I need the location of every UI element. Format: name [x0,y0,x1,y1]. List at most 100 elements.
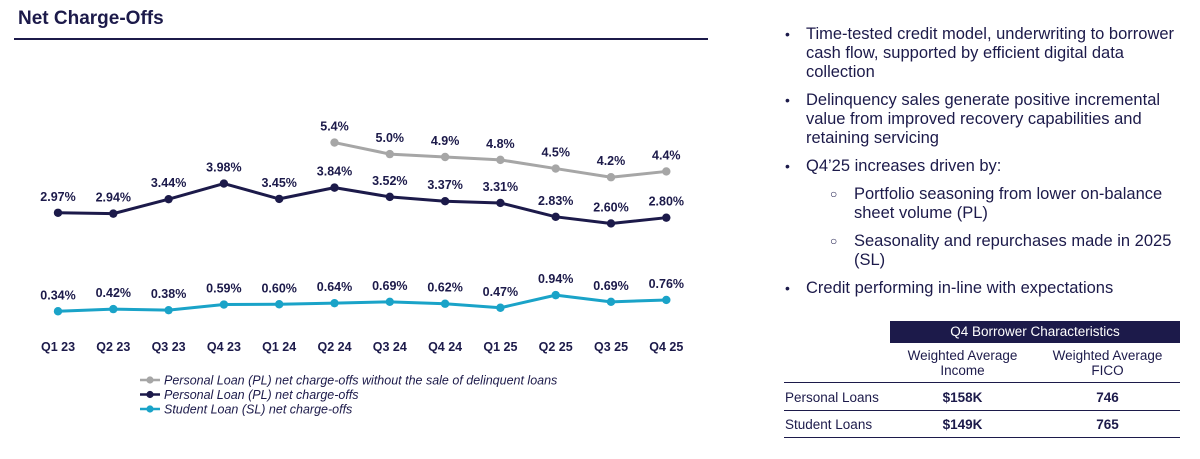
bullet-text: Q4’25 increases driven by: [806,157,1002,175]
teal-series-data-label: 0.62% [427,281,462,295]
bullet-text: Delinquency sales generate positive incr… [806,91,1161,147]
table-divider [784,382,1180,383]
teal-series-data-label: 0.69% [593,279,628,293]
x-tick-label: Q3 25 [594,340,628,354]
bullet-dot-icon: • [785,26,790,42]
legend-entry: Personal Loan (PL) net charge-offs [164,388,359,402]
teal-series-data-label: 0.34% [40,288,75,302]
x-tick-label: Q2 25 [539,340,573,354]
bullet-item: • Credit performing in-line with expecta… [784,279,1194,298]
navy-series-point [440,197,450,206]
bullet-dot-icon: • [785,280,790,296]
title-divider [14,38,708,40]
personal-income: $158K [942,390,983,405]
teal-series-data-label: 0.38% [151,287,186,301]
gray-series-data-label: 4.5% [541,146,570,160]
navy-series-data-label: 2.97% [40,190,75,204]
gray-series-point [662,167,671,176]
teal-series-point [275,300,284,309]
x-tick-label: Q1 24 [262,340,296,354]
sub-bullet-circle-icon: ○ [830,187,838,201]
teal-series-point [662,295,671,305]
bullet-list: • Time-tested credit model, underwriting… [784,25,1194,307]
gray-series-data-label: 4.2% [597,154,626,168]
x-tick-label: Q2 24 [317,340,351,354]
navy-series-data-label: 3.31% [483,180,518,194]
navy-series-point [330,183,339,192]
navy-series-point [662,213,671,222]
table-divider [784,437,1180,438]
x-tick-label: Q1 25 [483,340,517,354]
teal-series-data-label: 0.59% [206,282,241,296]
table-divider [784,410,1180,411]
x-tick-label: Q3 24 [373,340,407,354]
navy-series-data-label: 2.83% [538,194,573,208]
table-header: Q4 Borrower Characteristics [890,321,1180,343]
navy-series-data-label: 3.44% [151,176,186,190]
navy-series-point [219,179,229,188]
gray-series-data-label: 4.9% [431,134,460,148]
bullet-dot-icon: • [785,158,790,174]
sub-bullet-circle-icon: ○ [830,234,838,248]
student-fico: 765 [1096,417,1119,432]
teal-series-point [219,300,229,309]
gray-series-point [496,155,505,165]
teal-series-data-label: 0.42% [96,286,131,300]
gray-series-data-label: 5.4% [320,120,349,134]
legend-swatch-marker [146,376,154,384]
teal-series-data-label: 0.60% [261,281,296,295]
navy-series-data-label: 3.98% [206,161,241,175]
teal-series-point [440,299,450,308]
x-tick-label: Q3 23 [152,340,186,354]
x-tick-label: Q2 23 [96,340,130,354]
teal-series-point [330,298,339,308]
bullet-item: • Time-tested credit model, underwriting… [784,25,1194,82]
bullet-item: • Delinquency sales generate positive in… [784,91,1194,148]
gray-series-point [606,173,616,182]
legend-swatch-marker [146,405,154,413]
navy-series-point [606,219,616,228]
navy-series-point [275,194,284,204]
navy-series-point [53,208,63,217]
navy-series-point [385,192,394,202]
navy-series-data-label: 3.84% [317,165,352,179]
teal-series-point [606,297,616,307]
gray-series-data-label: 4.4% [652,148,681,162]
bullet-text: Credit performing in-line with expectati… [806,279,1114,297]
gray-series-data-label: 4.8% [486,137,515,151]
x-tick-label: Q4 25 [649,340,683,354]
teal-series-point [53,307,63,316]
navy-series-line [56,182,668,225]
net-charge-offs-chart: 5.4% 5.0% 4.9% 4.8% 4.5% 4.2% 4.4% 2.97% 2.94% 3.… [40,120,684,417]
legend-entry: Personal Loan (PL) net charge-offs witho… [164,374,557,388]
legend-entry: Student Loan (SL) net charge-offs [164,403,352,417]
teal-series-data-label: 0.69% [372,279,407,293]
navy-series-point [496,198,505,208]
legend-swatch-marker [146,390,154,399]
navy-series-data-label: 3.45% [261,176,296,190]
sub-bullet-item: ○ Seasonality and repurchases made in 20… [784,232,1194,270]
row-label-personal: Personal Loans [785,390,879,405]
teal-series-line [56,293,668,313]
navy-series-point [551,212,560,222]
sub-bullet-text: Portfolio seasoning from lower on-balanc… [854,185,1163,222]
gray-series-point [330,138,339,147]
col-header-income: Weighted Average Income [907,348,1018,378]
teal-series-point [109,304,118,314]
teal-series-point [551,290,560,300]
sub-bullet-text: Seasonality and repurchases made in 2025… [854,232,1172,269]
personal-fico: 746 [1096,390,1119,405]
col-header-fico: Weighted Average FICO [1052,348,1163,378]
navy-series-data-label: 3.52% [372,174,407,188]
x-tick-label: Q4 23 [207,340,241,354]
navy-series-data-label: 2.60% [593,200,628,214]
gray-series-point [385,149,394,159]
bullet-text: Time-tested credit model, underwriting t… [806,25,1175,81]
sub-bullet-item: ○ Portfolio seasoning from lower on-bala… [784,185,1194,223]
navy-series-data-label: 2.80% [649,195,684,209]
page-title: Net Charge-Offs [18,8,164,29]
gray-series-data-label: 5.0% [376,131,405,145]
navy-series-data-label: 2.94% [96,191,131,205]
bullet-item: • Q4’25 increases driven by: [784,157,1194,176]
navy-series-point [164,194,173,204]
